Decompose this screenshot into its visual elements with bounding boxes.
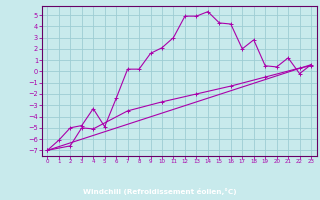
Text: Windchill (Refroidissement éolien,°C): Windchill (Refroidissement éolien,°C) xyxy=(83,188,237,195)
